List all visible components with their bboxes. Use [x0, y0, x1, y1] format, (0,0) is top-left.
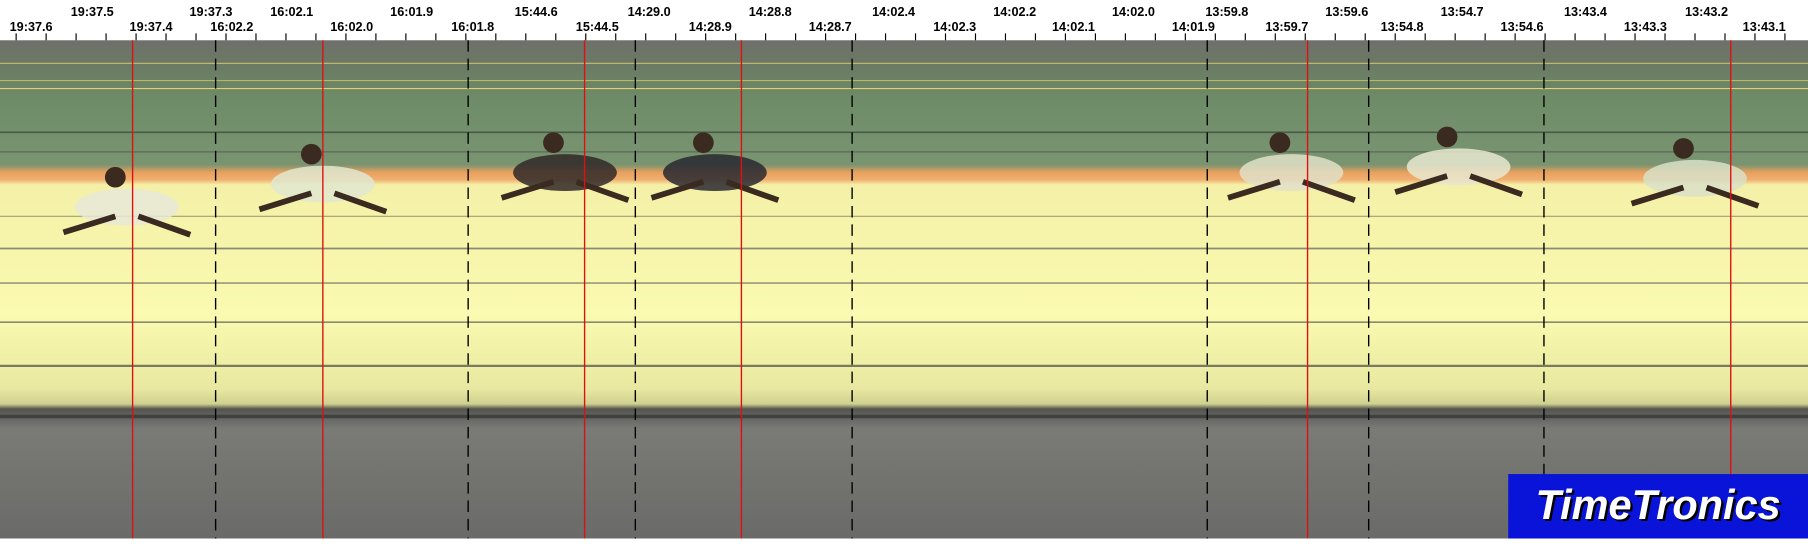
time-label: 14:02.0 [1112, 5, 1155, 19]
time-label: 13:43.2 [1685, 5, 1728, 19]
runner-head [543, 132, 564, 154]
runner-head [692, 132, 714, 154]
ruler [0, 0, 1808, 41]
time-label: 14:02.2 [993, 5, 1036, 19]
runner-leg [1630, 184, 1685, 207]
runner-head [104, 166, 126, 188]
time-label: 13:54.7 [1441, 5, 1484, 19]
time-label: 14:29.0 [628, 5, 671, 19]
runner-body [663, 154, 767, 192]
bottom-ruler [0, 538, 1808, 550]
time-label: 15:44.5 [576, 20, 619, 34]
time-label: 19:37.5 [71, 5, 114, 19]
time-label: 16:02.0 [330, 20, 373, 34]
runner-body [1239, 154, 1344, 192]
time-label: 16:02.2 [210, 20, 253, 34]
time-label: 14:28.7 [809, 20, 852, 34]
logo-shadow: TimeTronics [1538, 483, 1783, 530]
time-label: 13:43.1 [1743, 20, 1786, 34]
runner-leg [1394, 173, 1448, 195]
runner-leg [62, 213, 117, 236]
track-lines [0, 62, 1808, 419]
runner-leg [137, 213, 192, 238]
runner-head [1673, 138, 1694, 159]
time-label: 13:54.8 [1381, 20, 1424, 34]
runner-leg [500, 179, 555, 201]
runner-leg [1469, 173, 1524, 198]
runner-leg [1227, 179, 1281, 201]
runner-leg [1705, 184, 1760, 209]
runner-head [300, 143, 322, 165]
scan-image [0, 40, 1808, 539]
time-label: 16:01.8 [451, 20, 494, 34]
runner-body [1643, 159, 1747, 197]
runner-leg [258, 190, 313, 213]
runner-leg [650, 179, 705, 201]
runners [62, 126, 1760, 238]
time-label: 13:43.3 [1624, 20, 1667, 34]
time-label: 14:02.1 [1052, 20, 1095, 34]
runner-head [1269, 132, 1291, 154]
runner-body [1406, 148, 1511, 186]
time-label: 13:43.4 [1564, 5, 1607, 19]
markers [131, 40, 1732, 539]
time-label: 14:28.9 [689, 20, 732, 34]
time-label: 19:37.3 [190, 5, 233, 19]
time-label: 19:37.4 [130, 20, 173, 34]
runner-head [1436, 126, 1458, 148]
runner-leg [333, 190, 388, 215]
runner-leg [1301, 179, 1356, 203]
time-label: 13:59.6 [1325, 5, 1368, 19]
time-label: 14:02.4 [872, 5, 915, 19]
time-label: 13:59.7 [1265, 20, 1308, 34]
time-label: 13:54.6 [1501, 20, 1544, 34]
runner-leg [725, 179, 780, 203]
time-label: 16:02.1 [270, 5, 313, 19]
logo-text: TimeTronics [1535, 481, 1780, 528]
time-label: 13:59.8 [1205, 5, 1248, 19]
time-label: 16:01.9 [390, 5, 433, 19]
time-label: 14:01.9 [1172, 20, 1215, 34]
time-label: 19:37.6 [10, 20, 53, 34]
runner-body [513, 154, 617, 192]
logo: TimeTronics TimeTronics [1508, 474, 1808, 539]
logo-box [1508, 474, 1808, 539]
runner-body [74, 188, 179, 226]
time-label: 15:44.6 [515, 5, 558, 19]
time-label: 14:28.8 [749, 5, 792, 19]
time-label: 14:02.3 [933, 20, 976, 34]
